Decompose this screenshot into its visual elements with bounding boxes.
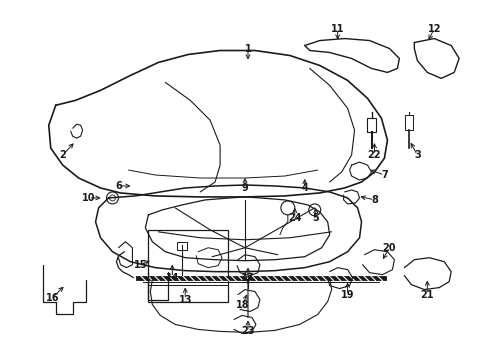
Text: 16: 16 <box>46 293 60 302</box>
Text: 14: 14 <box>165 273 179 283</box>
Text: 10: 10 <box>81 193 95 203</box>
Bar <box>366 118 376 132</box>
Text: 17: 17 <box>241 273 254 283</box>
Text: 15: 15 <box>133 260 147 270</box>
Text: 23: 23 <box>241 327 254 336</box>
Text: 18: 18 <box>236 300 249 310</box>
Text: 2: 2 <box>59 150 66 160</box>
Bar <box>177 242 187 250</box>
Text: 20: 20 <box>382 243 395 253</box>
Text: 9: 9 <box>241 183 248 193</box>
Text: 5: 5 <box>312 213 319 223</box>
Text: 8: 8 <box>370 195 377 205</box>
Text: 19: 19 <box>340 289 354 300</box>
Text: 22: 22 <box>367 150 381 160</box>
Text: 24: 24 <box>287 213 301 223</box>
Bar <box>405 115 412 130</box>
Text: 7: 7 <box>380 170 387 180</box>
Text: 21: 21 <box>420 289 433 300</box>
Text: 13: 13 <box>178 294 192 305</box>
Text: 3: 3 <box>413 150 420 160</box>
Text: 6: 6 <box>115 181 122 191</box>
Text: 11: 11 <box>330 24 344 33</box>
Text: 4: 4 <box>301 183 307 193</box>
Bar <box>148 230 227 302</box>
Text: 1: 1 <box>244 44 251 54</box>
Text: 12: 12 <box>427 24 440 33</box>
